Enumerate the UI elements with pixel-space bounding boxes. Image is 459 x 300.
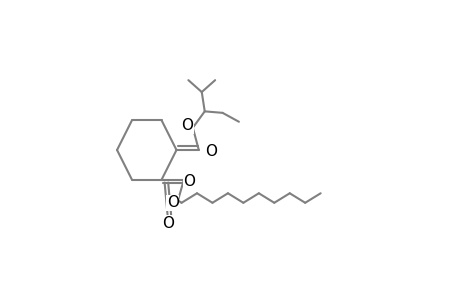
- Text: O: O: [181, 118, 193, 133]
- Text: O: O: [205, 144, 217, 159]
- Text: O: O: [183, 174, 195, 189]
- Text: O: O: [162, 216, 174, 231]
- Text: O: O: [166, 195, 178, 210]
